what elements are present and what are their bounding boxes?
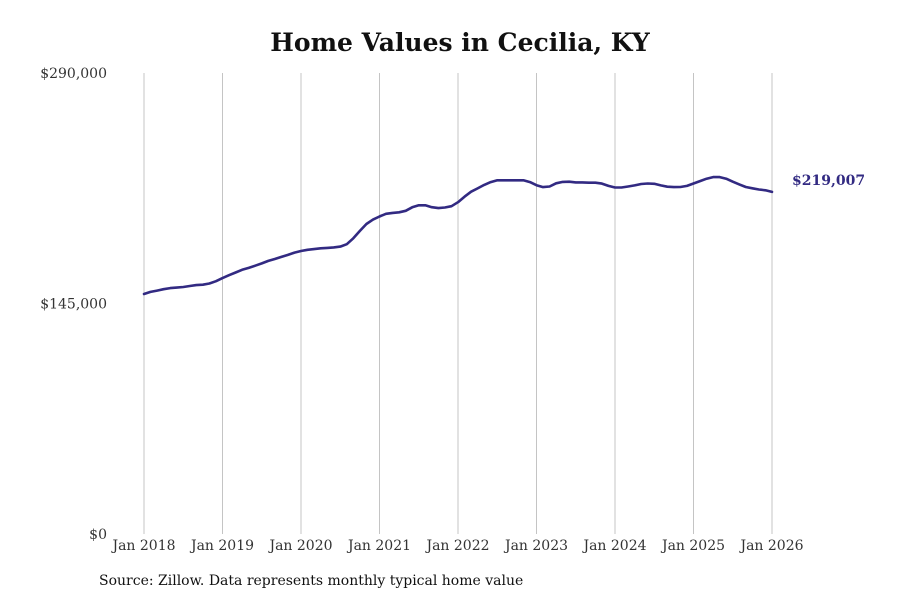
- x-tick-label: Jan 2018: [110, 538, 175, 554]
- x-tick-label: Jan 2020: [267, 538, 332, 554]
- series-line: [142, 175, 774, 296]
- y-tick-label: $290,000: [40, 66, 107, 82]
- x-tick-label: Jan 2025: [660, 538, 725, 554]
- x-tick-label: Jan 2022: [424, 538, 489, 554]
- y-tick-label: $0: [89, 527, 107, 543]
- x-tick-label: Jan 2021: [346, 538, 411, 554]
- source-note: Source: Zillow. Data represents monthly …: [99, 573, 524, 589]
- series-line-group: [142, 175, 774, 296]
- y-tick-label: $145,000: [40, 297, 107, 313]
- x-tick-label: Jan 2026: [738, 538, 803, 554]
- x-axis-tick-labels: Jan 2018 Jan 2019 Jan 2020 Jan 2021 Jan 2022…: [110, 538, 803, 554]
- gridlines: [143, 73, 773, 534]
- chart-title: Home Values in Cecilia, KY: [270, 28, 650, 57]
- x-tick-label: Jan 2024: [581, 538, 646, 554]
- x-tick-label: Jan 2023: [503, 538, 568, 554]
- y-axis-tick-labels: $0 $145,000 $290,000: [40, 66, 107, 543]
- x-tick-label: Jan 2019: [189, 538, 254, 554]
- last-value-label: $219,007: [792, 173, 865, 189]
